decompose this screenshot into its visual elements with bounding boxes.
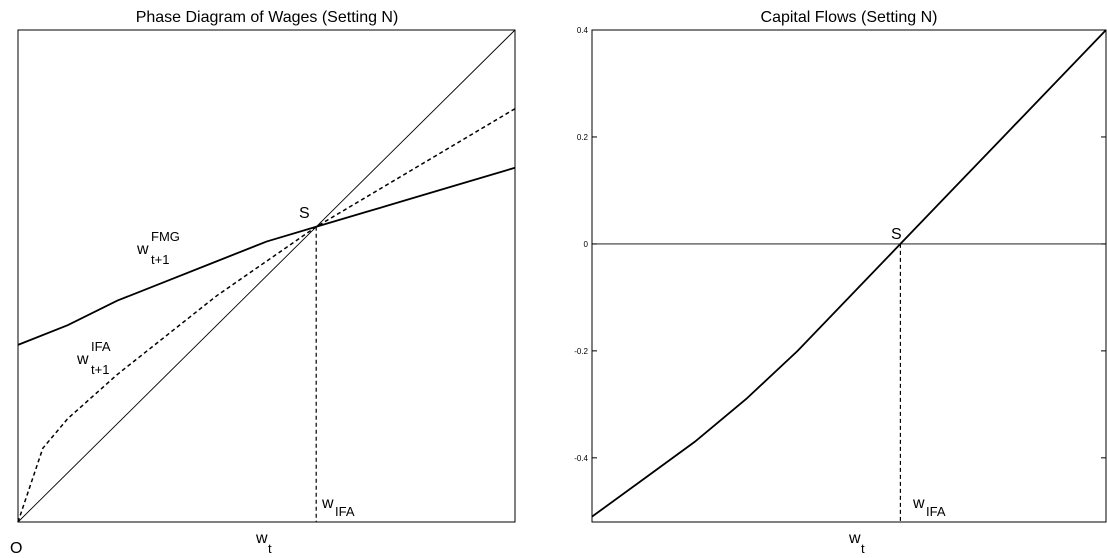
ifa-label-sub: t+1: [91, 362, 109, 377]
right-ytick-label-2: 0: [584, 240, 589, 249]
fmg-label-base: w: [136, 241, 149, 258]
right-xlabel-base: w: [848, 530, 861, 547]
origin-label: O: [10, 540, 22, 557]
capital-flows-panel: Capital Flows (Setting N) 0.4 0.2 0 -0.2 -0.…: [574, 9, 1107, 556]
right-series-group: [591, 29, 1107, 522]
right-point-label-s: S: [891, 226, 902, 243]
right-ytick-label-0: 0.4: [577, 26, 589, 35]
left-chart-title: Phase Diagram of Wages (Setting N): [136, 9, 399, 26]
right-marker-label: w IFA: [912, 495, 946, 519]
left-series-line-1: [17, 108, 516, 523]
right-ytick-label-1: 0.2: [577, 133, 589, 142]
fmg-curve-label: w FMG t+1: [136, 228, 184, 267]
left-plot-frame: [17, 29, 516, 523]
right-xlabel-sub: t: [861, 541, 865, 556]
right-x-axis-label: w t: [848, 530, 865, 556]
right-ytick-label-3: -0.2: [574, 347, 588, 356]
right-plot-frame: [591, 29, 1107, 523]
right-chart-title: Capital Flows (Setting N): [761, 9, 938, 26]
left-marker-sub: IFA: [335, 504, 355, 519]
right-ytick-label-4: -0.4: [574, 454, 588, 463]
left-series-group: [17, 29, 516, 523]
left-point-label-s: S: [299, 205, 310, 222]
left-xlabel-base: w: [255, 530, 268, 547]
left-x-axis-label: w t: [255, 530, 272, 556]
phase-diagram-panel: Phase Diagram of Wages (Setting N) S O w…: [10, 9, 516, 557]
fmg-label-sup: FMG: [151, 229, 180, 244]
ifa-label-base: w: [76, 351, 89, 368]
left-series-line-2: [17, 166, 516, 346]
left-marker-base: w: [321, 495, 334, 512]
ifa-curve-label: w IFA t+1: [76, 338, 115, 377]
right-marker-sub: IFA: [926, 504, 946, 519]
fmg-label-sub: t+1: [151, 252, 169, 267]
ifa-label-sup: IFA: [91, 339, 111, 354]
right-marker-base: w: [912, 495, 925, 512]
right-series-line-1: [591, 29, 1107, 518]
left-series-line-0: [17, 29, 516, 523]
left-marker-label: w IFA: [321, 495, 355, 519]
left-xlabel-sub: t: [268, 541, 272, 556]
right-y-axis-ticks: 0.4 0.2 0 -0.2 -0.4: [574, 26, 1106, 463]
